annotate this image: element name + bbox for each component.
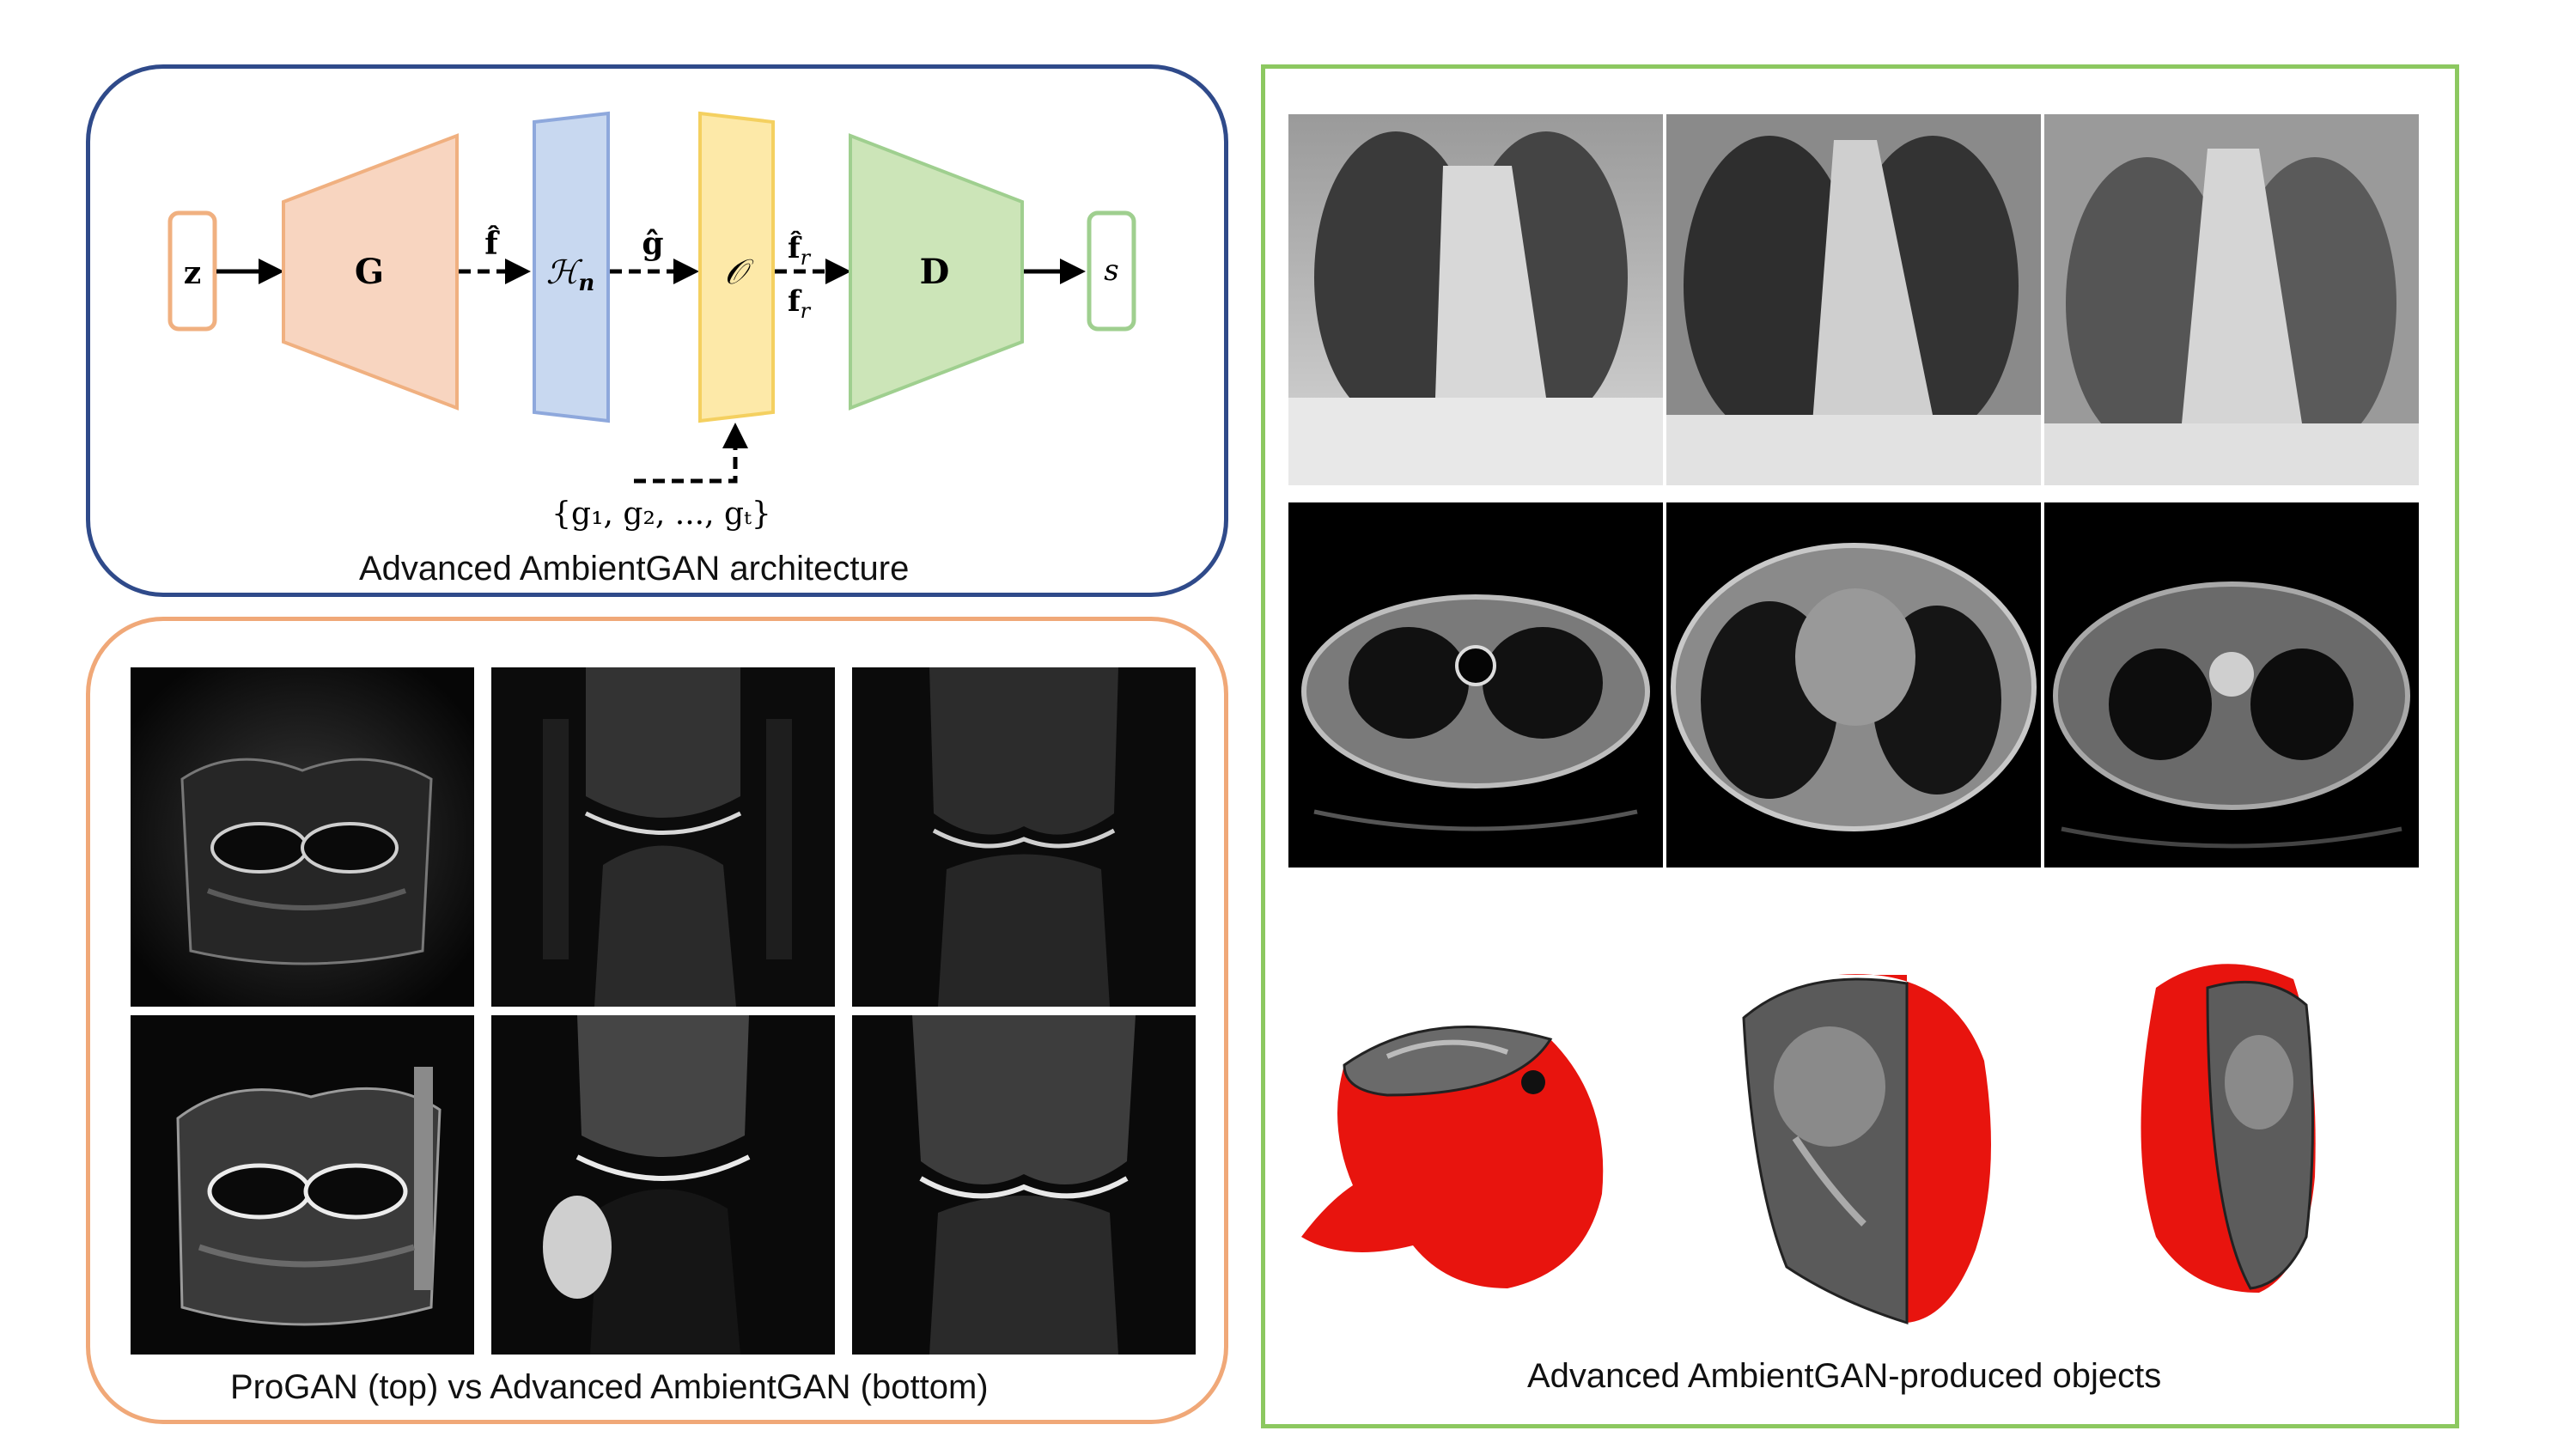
output-label: s	[1104, 253, 1118, 288]
chest-xray-image-3	[2044, 114, 2419, 485]
observation-block	[698, 111, 775, 423]
brain-mri-3d-object-3	[2122, 953, 2319, 1297]
f-r-hat-label: f̂r	[788, 230, 812, 270]
architecture-diagram: z G f̂ ℋn ĝ 𝒪 f̂r fr D s {g₁, g₂, ..., g…	[167, 111, 1136, 532]
mri-comparison-panel	[86, 617, 1228, 1424]
objects-caption: Advanced AmbientGAN-produced objects	[1527, 1357, 2162, 1395]
output-box	[1087, 210, 1136, 332]
ambientgan-knee-image-3	[852, 1015, 1196, 1355]
chest-ct-image-1	[1288, 502, 1663, 868]
brain-mri-3d-object-2	[1735, 966, 2001, 1327]
chest-ct-image-2	[1666, 502, 2041, 868]
chest-ct-image-3	[2044, 502, 2419, 868]
architecture-panel	[86, 64, 1228, 597]
progan-knee-image-3	[852, 667, 1196, 1007]
generator-block	[282, 133, 459, 411]
input-set-label: {g₁, g₂, ..., gₜ}	[551, 496, 771, 532]
chest-xray-image-2	[1666, 114, 2041, 485]
g-hat-label: ĝ	[642, 226, 663, 262]
progan-knee-image-2	[491, 667, 835, 1007]
arrow-set-to-o	[634, 423, 748, 484]
discriminator-block	[849, 133, 1024, 411]
z-label: z	[184, 255, 201, 291]
h-operator-block	[533, 111, 610, 423]
f-r-label: fr	[788, 284, 812, 323]
generated-objects-panel	[1261, 64, 2459, 1428]
progan-knee-image-1	[131, 667, 474, 1007]
f-hat-label: f̂	[484, 225, 500, 262]
z-input-box	[167, 210, 217, 332]
mri-comparison-caption: ProGAN (top) vs Advanced AmbientGAN (bot…	[230, 1368, 989, 1406]
brain-mri-3d-object-1	[1293, 1014, 1636, 1297]
discriminator-label: D	[920, 252, 950, 292]
h-operator-label: ℋn	[546, 253, 594, 296]
architecture-caption: Advanced AmbientGAN architecture	[359, 550, 910, 588]
ambientgan-knee-image-2	[491, 1015, 835, 1355]
ambientgan-knee-image-1	[131, 1015, 474, 1355]
chest-xray-image-1	[1288, 114, 1663, 485]
generator-label: G	[355, 252, 384, 292]
